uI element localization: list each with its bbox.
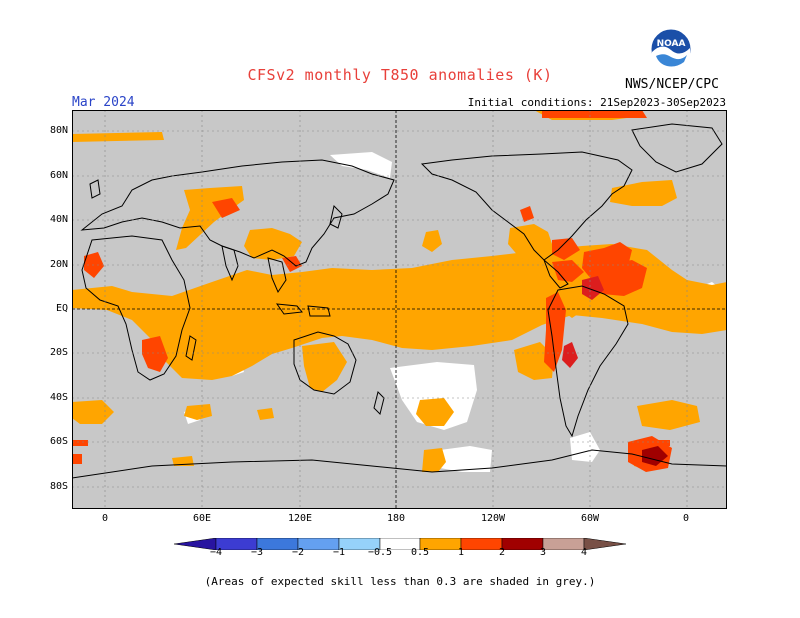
- lat-label: EQ: [55, 303, 68, 314]
- anomaly-map-svg: [72, 110, 727, 509]
- lon-label: 60W: [580, 513, 600, 524]
- noaa-logo: NOAA: [650, 28, 692, 70]
- agency-label: NWS/NCEP/CPC: [625, 77, 719, 92]
- colorbar-label: 2: [498, 547, 506, 558]
- lat-label: 40S: [49, 392, 68, 403]
- reference-lines: [72, 110, 727, 509]
- anomaly-2-3: [562, 276, 604, 368]
- colorbar-svg: [173, 537, 627, 551]
- lat-label: 60N: [49, 170, 68, 181]
- noaa-logo-text: NOAA: [657, 39, 686, 49]
- lat-label: 20S: [49, 347, 68, 358]
- colorbar-label: −0.5: [367, 547, 393, 558]
- lat-label: 80S: [49, 481, 68, 492]
- coastlines: [72, 123, 727, 479]
- lon-label: 180: [386, 513, 406, 524]
- lon-label: 0: [101, 513, 109, 524]
- colorbar-label: 3: [539, 547, 547, 558]
- initial-conditions: Initial conditions: 21Sep2023-30Sep2023: [467, 96, 726, 109]
- gridlines: [72, 110, 727, 509]
- colorbar-label: 4: [580, 547, 588, 558]
- colorbar-label: −3: [250, 547, 264, 558]
- lon-label: 120W: [480, 513, 506, 524]
- map-title: CFSv2 monthly T850 anomalies (K): [247, 66, 553, 84]
- colorbar-label: 0.5: [410, 547, 430, 558]
- colorbar-cell: [583, 537, 627, 551]
- colorbar-label: −4: [209, 547, 223, 558]
- colorbar-label: 1: [457, 547, 465, 558]
- lat-label: 40N: [49, 214, 68, 225]
- lon-label: 120E: [287, 513, 313, 524]
- forecast-period: Mar 2024: [72, 95, 135, 110]
- lat-label: 80N: [49, 125, 68, 136]
- lat-label: 60S: [49, 436, 68, 447]
- lon-label: 0: [682, 513, 690, 524]
- lon-label: 60E: [192, 513, 212, 524]
- anomaly-1-2: [72, 110, 672, 472]
- anomaly-map: [72, 110, 727, 509]
- colorbar: [173, 535, 627, 551]
- skill-footnote: (Areas of expected skill less than 0.3 a…: [204, 575, 596, 588]
- lat-label: 20N: [49, 259, 68, 270]
- colorbar-label: −1: [332, 547, 346, 558]
- colorbar-label: −2: [291, 547, 305, 558]
- noaa-logo-icon: NOAA: [650, 28, 692, 70]
